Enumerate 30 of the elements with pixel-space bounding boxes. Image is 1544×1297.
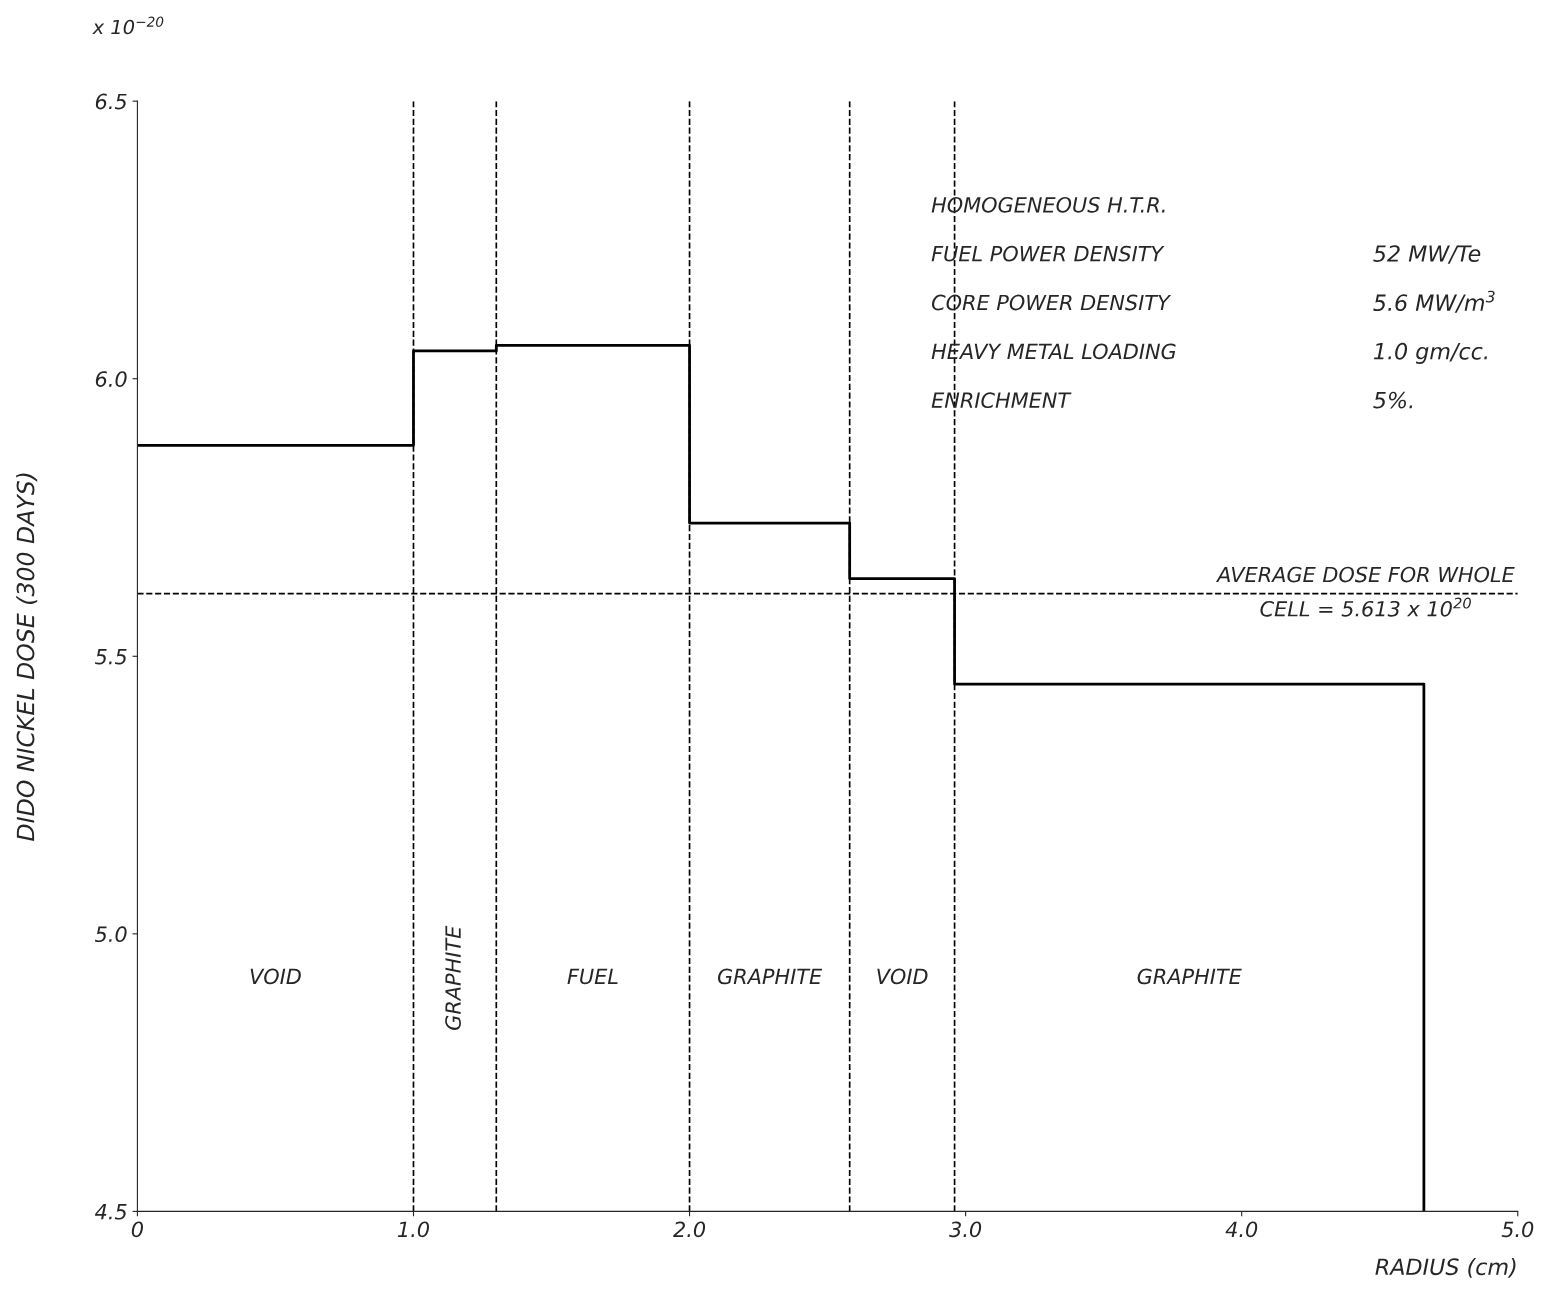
x-tick-label: 5.0 xyxy=(1501,1221,1534,1238)
annotation: 52 MW/Te xyxy=(1373,245,1481,264)
x-tick-label: 3.0 xyxy=(949,1221,982,1238)
annotation: FUEL POWER DENSITY xyxy=(931,245,1165,262)
x-tick-label: 2.0 xyxy=(673,1221,706,1238)
annotation: GRAPHITE xyxy=(1137,968,1242,985)
annotation: GRAPHITE xyxy=(445,925,461,1030)
annotation: GRAPHITE xyxy=(717,968,823,985)
y-tick-label: 6.0 xyxy=(95,371,127,387)
y-tick-label: 6.5 xyxy=(95,93,127,110)
y-tick-label: 5.0 xyxy=(94,926,127,943)
x-axis-title: RADIUS (cm) xyxy=(1375,1257,1516,1278)
x-tick-label: 0 xyxy=(131,1221,143,1238)
annotation: 1.0 gm/cc. xyxy=(1373,342,1488,364)
annotation: HOMOGENEOUS H.T.R. xyxy=(931,196,1165,213)
y-axis-title: DIDO NICKEL DOSE (300 DAYS) xyxy=(16,473,38,841)
annotation: CORE POWER DENSITY xyxy=(931,294,1172,311)
text: x 10$^{−20}$ xyxy=(92,16,164,35)
x-tick-label: 4.0 xyxy=(1225,1221,1258,1238)
annotation: VOID xyxy=(250,968,301,985)
annotation: ENRICHMENT xyxy=(931,392,1072,409)
y-tick-label: 4.5 xyxy=(94,1204,127,1220)
annotation: VOID xyxy=(877,968,928,985)
y-tick-label: 5.5 xyxy=(94,649,127,665)
annotation: HEAVY METAL LOADING xyxy=(931,343,1176,360)
ref-line-label: AVERAGE DOSE FOR WHOLE CELL = 5.613 x 10$^{20}$ xyxy=(1215,566,1515,617)
annotation: FUEL xyxy=(567,968,618,985)
annotation: 5%. xyxy=(1373,391,1413,409)
annotation: 5.6 MW/m$^{3}$ xyxy=(1373,290,1495,313)
x-tick-label: 1.0 xyxy=(397,1221,429,1238)
